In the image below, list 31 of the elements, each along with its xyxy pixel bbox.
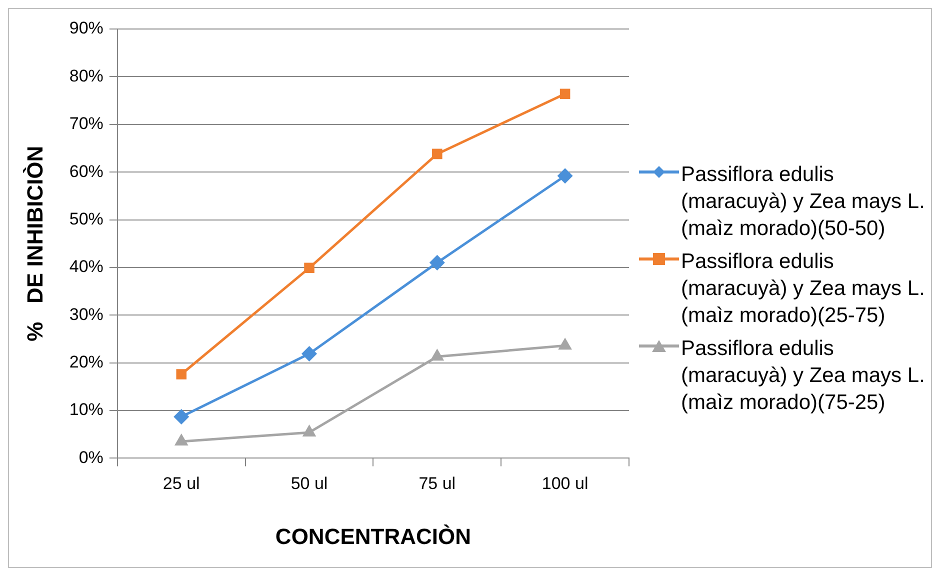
point (174, 409, 189, 424)
point (558, 168, 572, 184)
y-tick-label: 20% (69, 352, 104, 372)
y-tick-label: 10% (69, 400, 104, 420)
y-tick-label: 40% (69, 257, 104, 276)
point (432, 148, 442, 160)
y-tick-label: 80% (69, 66, 104, 86)
y-axis-title: % DE INHIBICIÒN (22, 146, 48, 342)
x-tick-label: 75 ul (418, 474, 456, 494)
legend-label: Passiflora edulis (maracuyà) y Zea mays L. (maìz morado)(75-25) (681, 336, 926, 416)
y-tick-label: 0% (78, 448, 104, 467)
point (431, 350, 444, 361)
point (560, 88, 570, 99)
y-tick-label: 30% (69, 304, 104, 324)
y-tick-label: 50% (69, 209, 104, 228)
x-tick-label: 50 ul (290, 474, 328, 494)
x-tick-label: 25 ul (162, 474, 200, 494)
legend-label: Passiflora edulis (maracuyà) y Zea mays L. (maìz morado)(25-75) (681, 248, 926, 328)
point (303, 426, 316, 436)
legend-label: Passiflora edulis (maracuyà) y Zea mays L. (maìz morado)(50-50) (681, 162, 926, 242)
point (304, 262, 314, 274)
point (559, 338, 572, 350)
y-tick-label: 90% (69, 18, 104, 38)
point (176, 369, 187, 380)
point (302, 346, 317, 362)
y-tick-label: 60% (69, 162, 104, 181)
point (430, 255, 444, 270)
point (175, 434, 188, 446)
y-tick-label: 70% (69, 114, 104, 134)
x-tick-label: 100 ul (542, 474, 588, 494)
x-axis-title: CONCENTRACIÒN (275, 524, 471, 549)
